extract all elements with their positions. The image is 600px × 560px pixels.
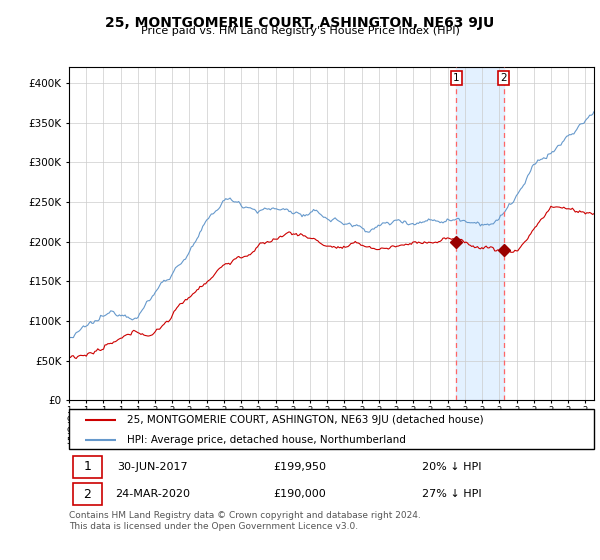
Text: 2: 2: [83, 488, 91, 501]
Text: 24-MAR-2020: 24-MAR-2020: [115, 489, 191, 499]
Text: 2: 2: [500, 73, 507, 83]
Text: 27% ↓ HPI: 27% ↓ HPI: [422, 489, 482, 499]
Text: Price paid vs. HM Land Registry's House Price Index (HPI): Price paid vs. HM Land Registry's House …: [140, 26, 460, 36]
Text: £190,000: £190,000: [274, 489, 326, 499]
Text: 25, MONTGOMERIE COURT, ASHINGTON, NE63 9JU (detached house): 25, MONTGOMERIE COURT, ASHINGTON, NE63 9…: [127, 415, 484, 425]
Text: 30-JUN-2017: 30-JUN-2017: [118, 462, 188, 472]
Text: £199,950: £199,950: [274, 462, 326, 472]
Text: HPI: Average price, detached house, Northumberland: HPI: Average price, detached house, Nort…: [127, 435, 406, 445]
Bar: [456, 67, 503, 400]
Text: 1: 1: [453, 73, 460, 83]
Text: 20% ↓ HPI: 20% ↓ HPI: [422, 462, 482, 472]
Text: 25, MONTGOMERIE COURT, ASHINGTON, NE63 9JU: 25, MONTGOMERIE COURT, ASHINGTON, NE63 9…: [106, 16, 494, 30]
FancyBboxPatch shape: [73, 483, 102, 505]
Text: 1: 1: [83, 460, 91, 473]
FancyBboxPatch shape: [73, 456, 102, 478]
Text: Contains HM Land Registry data © Crown copyright and database right 2024.
This d: Contains HM Land Registry data © Crown c…: [69, 511, 421, 531]
FancyBboxPatch shape: [69, 409, 594, 449]
